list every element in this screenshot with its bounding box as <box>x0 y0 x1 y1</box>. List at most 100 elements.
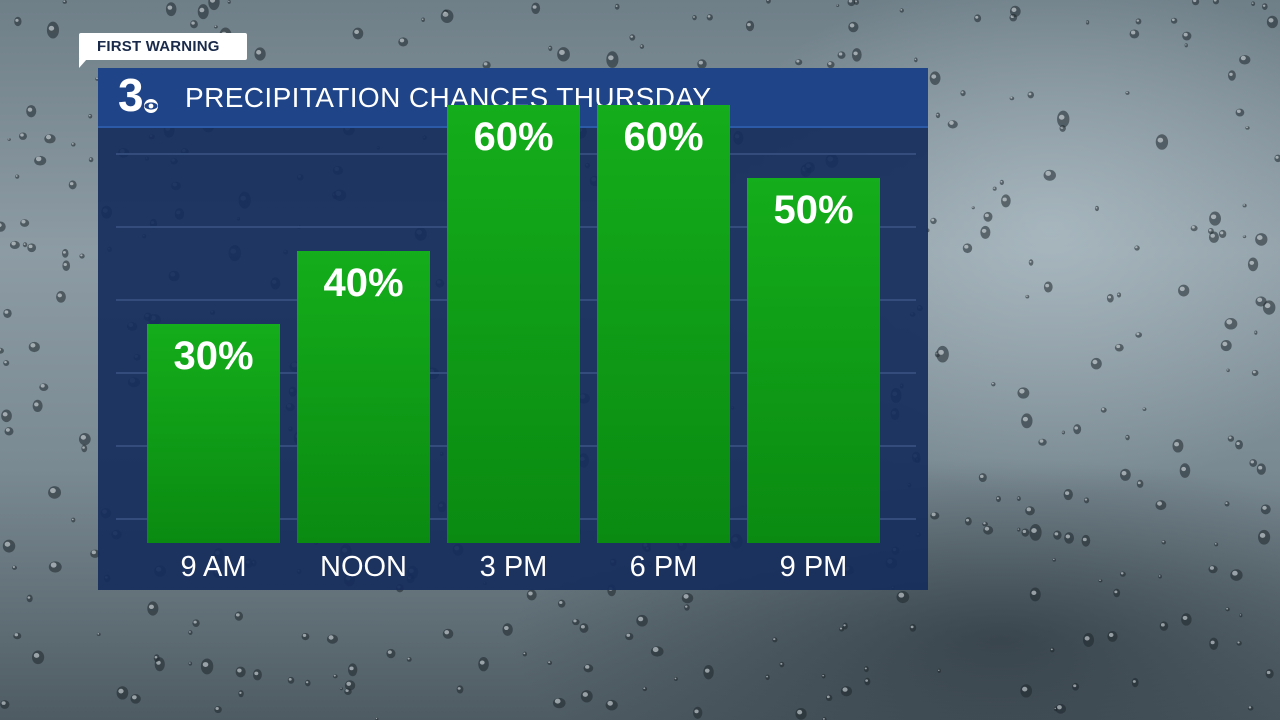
raindrop <box>398 37 409 47</box>
bar-noon <box>297 251 430 543</box>
bar-9-am <box>147 324 280 543</box>
raindrop <box>1256 463 1266 475</box>
cbs-eye-icon <box>144 99 158 113</box>
raindrop <box>116 686 129 700</box>
raindrop <box>960 90 966 97</box>
raindrop <box>81 444 88 453</box>
raindrop <box>1055 703 1067 714</box>
raindrop <box>1061 430 1066 435</box>
raindrop <box>1107 630 1118 642</box>
raindrop <box>681 593 694 604</box>
raindrop <box>22 242 28 248</box>
raindrop <box>235 666 246 678</box>
raindrop <box>1179 463 1191 478</box>
raindrop <box>3 308 12 318</box>
raindrop <box>1063 488 1073 501</box>
raindrop <box>971 206 975 210</box>
raindrop <box>46 21 60 39</box>
raindrop <box>18 132 27 140</box>
raindrop <box>579 623 589 633</box>
raindrop <box>1262 3 1268 10</box>
raindrop <box>12 565 18 570</box>
raindrop <box>130 694 141 704</box>
raindrop <box>456 685 464 694</box>
raindrop <box>853 0 860 6</box>
raindrop <box>1050 647 1055 653</box>
category-label: 6 PM <box>630 551 698 583</box>
raindrop <box>847 0 856 7</box>
raindrop <box>605 699 618 711</box>
raindrop <box>935 112 941 119</box>
raindrop <box>1017 387 1030 399</box>
raindrop <box>1125 91 1130 95</box>
raindrop <box>188 630 193 635</box>
raindrop <box>254 47 266 61</box>
raindrop <box>71 517 76 523</box>
raindrop <box>39 383 49 391</box>
raindrop <box>1265 669 1274 679</box>
raindrop <box>1266 15 1278 29</box>
raindrop <box>79 253 85 259</box>
raindrop <box>1239 54 1251 65</box>
raindrop <box>821 673 826 679</box>
category-label: 9 AM <box>180 551 246 583</box>
raindrop <box>1001 194 1011 208</box>
raindrop <box>1094 205 1100 212</box>
raindrop <box>1082 633 1095 647</box>
chart-panel: 3 PRECIPITATION CHANCES THURSDAY 30% 9 AM… <box>98 68 928 590</box>
raindrop <box>1009 96 1015 101</box>
raindrop <box>1182 31 1192 41</box>
raindrop <box>1038 438 1047 446</box>
raindrop <box>1214 542 1219 547</box>
raindrop <box>1242 235 1247 239</box>
raindrop <box>642 686 648 692</box>
raindrop <box>1158 574 1162 579</box>
raindrop <box>14 16 22 27</box>
raindrop <box>1209 211 1221 226</box>
badge-label: FIRST WARNING <box>97 38 220 55</box>
raindrop <box>822 717 827 720</box>
category-label: 3 PM <box>480 551 548 583</box>
raindrop <box>200 658 214 675</box>
raindrop <box>1212 0 1220 5</box>
raindrop <box>1064 532 1075 544</box>
raindrop <box>375 717 379 720</box>
raindrop <box>1053 530 1062 540</box>
raindrop <box>1228 70 1236 81</box>
raindrop <box>1170 17 1178 24</box>
raindrop <box>1255 233 1268 246</box>
raindrop <box>978 473 987 483</box>
raindrop <box>62 0 67 4</box>
raindrop <box>982 521 988 527</box>
raindrop <box>936 345 949 363</box>
raindrop <box>15 174 20 179</box>
raindrop <box>1239 613 1243 618</box>
raindrop <box>1131 677 1139 688</box>
raindrop <box>1208 565 1218 574</box>
raindrop <box>552 697 566 709</box>
raindrop <box>0 221 6 232</box>
raindrop <box>1247 257 1259 272</box>
bar-9-pm <box>747 178 880 543</box>
raindrop <box>992 186 997 191</box>
raindrop <box>1192 0 1200 6</box>
raindrop <box>914 57 918 63</box>
raindrop <box>333 674 338 679</box>
raindrop <box>208 0 220 11</box>
raindrop <box>842 622 848 630</box>
raindrop <box>772 637 778 643</box>
raindrop <box>1235 439 1243 450</box>
raindrop <box>62 248 69 258</box>
raindrop <box>1 409 12 423</box>
raindrop <box>625 632 634 641</box>
raindrop <box>44 134 56 144</box>
raindrop <box>795 707 807 720</box>
raindrop <box>1251 369 1259 377</box>
raindrop <box>999 179 1004 186</box>
raindrop <box>909 623 917 632</box>
raindrop <box>703 665 714 680</box>
raindrop <box>147 601 159 616</box>
raindrop <box>1226 368 1230 373</box>
raindrop <box>1021 528 1030 537</box>
